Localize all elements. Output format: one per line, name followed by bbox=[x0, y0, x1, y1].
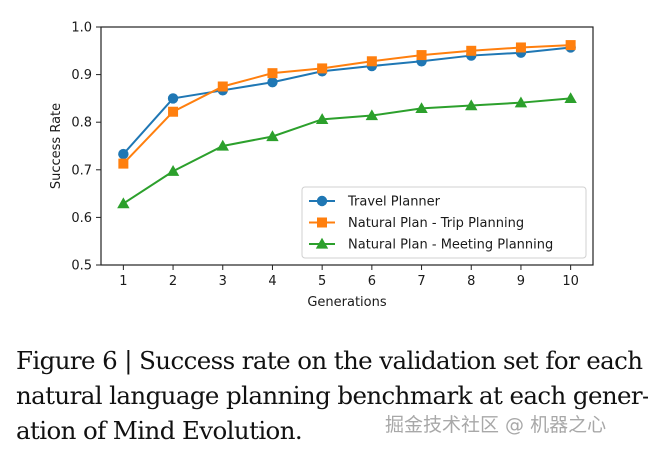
caption-line: ation of Mind Evolution. bbox=[16, 416, 303, 445]
data-point bbox=[466, 45, 477, 56]
caption-line: Figure 6 | Success rate on the validatio… bbox=[16, 346, 643, 375]
data-point bbox=[216, 139, 229, 151]
y-tick-label: 0.8 bbox=[71, 116, 92, 131]
caption-line: natural language planning benchmark at e… bbox=[16, 381, 648, 410]
axes-frame bbox=[100, 26, 594, 266]
x-tick-label: 8 bbox=[467, 274, 475, 289]
series-triangle bbox=[117, 92, 577, 209]
series-line bbox=[122, 97, 571, 205]
data-point bbox=[317, 63, 328, 74]
data-point bbox=[465, 99, 478, 111]
data-point bbox=[315, 113, 329, 124]
series-circle bbox=[118, 42, 576, 160]
data-point bbox=[266, 130, 279, 142]
data-point bbox=[415, 102, 428, 114]
y-axis-label: Success Rate bbox=[49, 103, 64, 189]
legend: Travel Planner Natural Plan - Trip Planni… bbox=[301, 186, 587, 259]
series-layer bbox=[117, 40, 577, 209]
data-point bbox=[515, 42, 526, 53]
series-square bbox=[118, 40, 576, 169]
legend-item: Natural Plan - Meeting Planning bbox=[309, 238, 553, 253]
data-point bbox=[267, 68, 278, 79]
series-line bbox=[122, 44, 571, 165]
x-tick-label: 7 bbox=[417, 274, 425, 289]
x-tick-label: 10 bbox=[562, 274, 579, 289]
data-point bbox=[514, 96, 528, 108]
x-tick-label: 3 bbox=[219, 274, 227, 289]
data-point bbox=[117, 197, 130, 209]
data-point bbox=[166, 165, 180, 176]
x-tick-label: 9 bbox=[517, 274, 525, 289]
legend-marker bbox=[315, 237, 329, 249]
y-tick-label: 0.9 bbox=[71, 68, 92, 83]
series-line bbox=[122, 46, 571, 155]
legend-box bbox=[301, 186, 587, 259]
y-tick-label: 0.5 bbox=[71, 259, 92, 274]
legend-label: Natural Plan - Trip Planning bbox=[348, 216, 524, 231]
x-tick-label: 5 bbox=[318, 274, 326, 289]
y-tick-label: 1.0 bbox=[71, 21, 92, 36]
legend-marker bbox=[316, 195, 328, 207]
figure-caption: Figure 6 | Success rate on the validatio… bbox=[16, 343, 648, 448]
legend-label: Travel Planner bbox=[347, 195, 441, 210]
axes-layer: 1 2 3 4 5 6 7 8 9 10 0.5 0.6 0.7 0.8 0.9 1.0 bbox=[71, 21, 594, 289]
x-tick-label: 6 bbox=[368, 274, 376, 289]
data-point bbox=[365, 109, 379, 121]
legend-label: Natural Plan - Meeting Planning bbox=[348, 238, 553, 253]
watermark: 掘金技术社区 @ 机器之心 bbox=[385, 414, 607, 436]
line-chart: 1 2 3 4 5 6 7 8 9 10 0.5 0.6 0.7 0.8 0.9 1.0 Generation… bbox=[49, 21, 594, 310]
x-tick-label: 2 bbox=[169, 274, 177, 289]
legend-marker bbox=[317, 217, 327, 228]
y-tick-label: 0.7 bbox=[71, 163, 92, 178]
data-point bbox=[564, 92, 577, 104]
y-tick-label: 0.6 bbox=[71, 211, 92, 226]
data-point bbox=[416, 50, 427, 61]
x-tick-label: 1 bbox=[119, 274, 127, 289]
x-axis-label: Generations bbox=[307, 295, 387, 310]
data-point bbox=[565, 40, 576, 51]
data-point bbox=[167, 93, 179, 104]
data-point bbox=[168, 106, 179, 117]
data-point bbox=[217, 81, 228, 92]
x-tick-label: 4 bbox=[268, 274, 276, 289]
data-point bbox=[267, 77, 278, 88]
data-point bbox=[118, 158, 129, 169]
data-point bbox=[118, 148, 129, 160]
data-point bbox=[366, 56, 377, 67]
legend-item: Natural Plan - Trip Planning bbox=[309, 216, 524, 231]
legend-item: Travel Planner bbox=[309, 195, 441, 210]
